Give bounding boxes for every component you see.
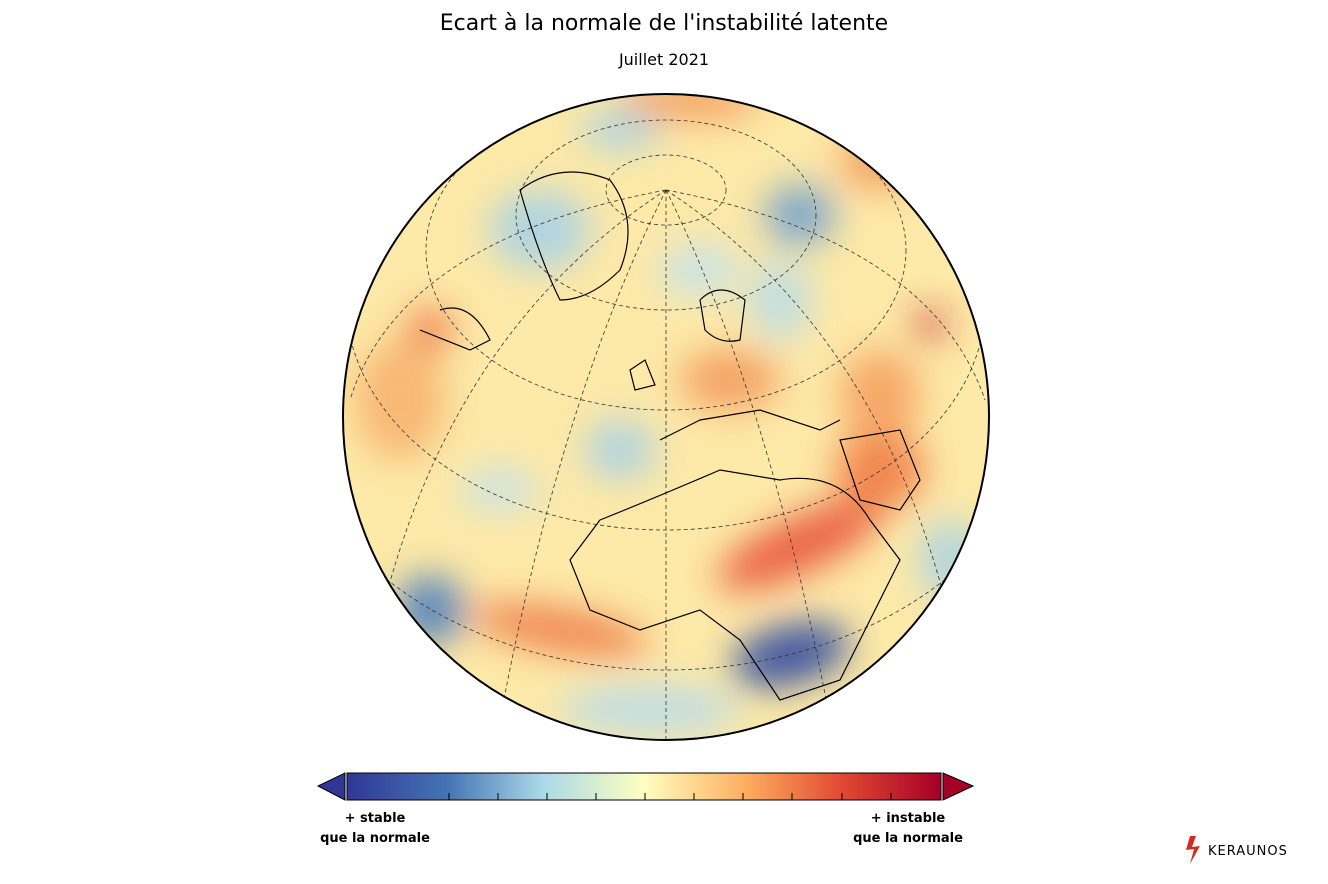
left-label: + stable <box>345 811 406 826</box>
logo-icon <box>1186 836 1200 864</box>
coastlines <box>419 171 921 701</box>
subtitle: Juillet 2021 <box>618 50 709 69</box>
logo: KERAUNOS <box>1208 844 1288 859</box>
globe-map <box>343 94 989 740</box>
globe-outline <box>342 93 990 741</box>
left-label: que la normale <box>320 831 430 846</box>
colorbar <box>316 772 975 801</box>
title: Ecart à la normale de l'instabilité late… <box>440 11 888 36</box>
right-label: + instable <box>871 811 946 826</box>
right-label: que la normale <box>853 831 963 846</box>
